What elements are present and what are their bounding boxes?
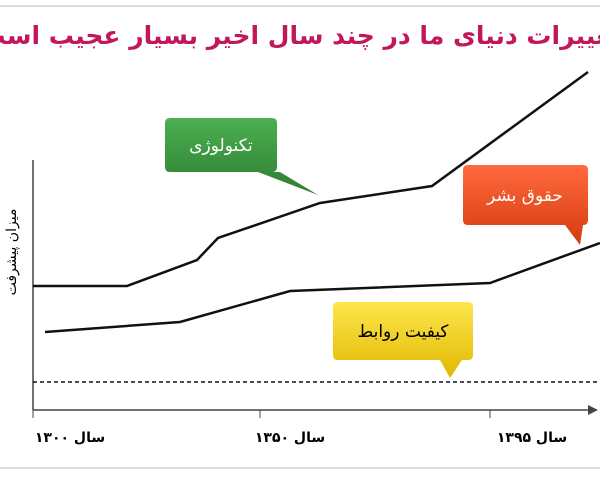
axis-arrow <box>588 405 598 415</box>
callout-label: کیفیت روابط <box>357 322 449 342</box>
human-rights-line <box>44 241 600 334</box>
title: تغییرات دنیای ما در چند سال اخیر بسیار ع… <box>0 21 600 51</box>
technology-callout <box>165 118 318 195</box>
y-axis-label: میزان پیشرفت <box>4 209 20 296</box>
technology-line <box>33 70 589 288</box>
human-rights-callout <box>463 165 588 245</box>
callout-label: حقوق بشر <box>486 186 563 206</box>
x-label: سال ۱۳۰۰ <box>35 430 105 446</box>
callout-label: تکنولوژی <box>189 136 253 156</box>
x-label: سال ۱۳۵۰ <box>255 430 325 446</box>
relations-callout <box>333 302 473 378</box>
x-label: سال ۱۳۹۵ <box>497 430 567 446</box>
